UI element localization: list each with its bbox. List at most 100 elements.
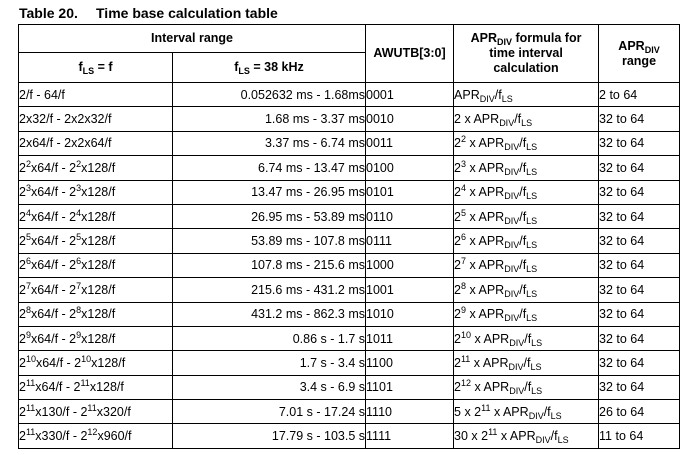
cell-formula: 29 x APRDIV/fLS bbox=[453, 301, 600, 327]
table-row: 29x64/f - 29x128/f 0.86 s - 1.7 s 1011 210 … bbox=[18, 325, 681, 352]
cell-awutb: 1011 bbox=[365, 325, 455, 352]
cell-formula: 26 x APRDIV/fLS bbox=[453, 228, 600, 254]
cell-range: 26 to 64 bbox=[598, 399, 681, 425]
cell-awutb: 1111 bbox=[365, 423, 455, 449]
cell-formula: 2 x APRDIV/fLS bbox=[453, 106, 600, 132]
cell-awutb: 1110 bbox=[365, 399, 455, 425]
cell-interval-f: 2x64/f - 2x2x64/f bbox=[18, 130, 173, 157]
cell-interval-38khz: 6.74 ms - 13.47 ms bbox=[171, 155, 367, 181]
table-row: 211x130/f - 211x320/f 7.01 s - 17.24 s 111… bbox=[18, 399, 681, 425]
cell-range: 2 to 64 bbox=[598, 81, 681, 108]
table-row: 2/f - 64/f 0.052632 ms - 1.68ms 0001 APRDIV… bbox=[18, 81, 681, 108]
cell-interval-f: 22x64/f - 22x128/f bbox=[18, 155, 173, 181]
cell-formula: 210 x APRDIV/fLS bbox=[453, 325, 600, 352]
cell-formula: 24 x APRDIV/fLS bbox=[453, 179, 600, 205]
cell-interval-38khz: 3.4 s - 6.9 s bbox=[171, 374, 367, 401]
cell-interval-38khz: 431.2 ms - 862.3 ms bbox=[171, 301, 367, 327]
cell-interval-f: 28x64/f - 28x128/f bbox=[18, 301, 173, 327]
cell-interval-f: 25x64/f - 25x128/f bbox=[18, 228, 173, 254]
cell-range: 32 to 64 bbox=[598, 130, 681, 157]
cell-awutb: 0011 bbox=[365, 130, 455, 157]
cell-interval-38khz: 53.89 ms - 107.8 ms bbox=[171, 228, 367, 254]
table-row: 25x64/f - 25x128/f 53.89 ms - 107.8 ms 011… bbox=[18, 228, 681, 254]
cell-interval-38khz: 0.052632 ms - 1.68ms bbox=[171, 81, 367, 108]
cell-range: 32 to 64 bbox=[598, 325, 681, 352]
cell-awutb: 0010 bbox=[365, 106, 455, 132]
cell-interval-38khz: 1.68 ms - 3.37 ms bbox=[171, 106, 367, 132]
cell-interval-f: 210x64/f - 210x128/f bbox=[18, 350, 173, 376]
cell-awutb: 1000 bbox=[365, 252, 455, 279]
cell-formula: 23 x APRDIV/fLS bbox=[453, 155, 600, 181]
cell-awutb: 1010 bbox=[365, 301, 455, 327]
table-row: 211x330/f - 212x960/f 17.79 s - 103.5 s 11… bbox=[18, 423, 681, 449]
cell-interval-f: 2/f - 64/f bbox=[18, 81, 173, 108]
cell-formula: 22 x APRDIV/fLS bbox=[453, 130, 600, 157]
table-body: 2/f - 64/f 0.052632 ms - 1.68ms 0001 APRDIV… bbox=[18, 81, 681, 449]
cell-range: 32 to 64 bbox=[598, 301, 681, 327]
cell-range: 32 to 64 bbox=[598, 252, 681, 279]
cell-interval-38khz: 17.79 s - 103.5 s bbox=[171, 423, 367, 449]
time-base-table: Interval range AWUTB[3:0] APRDIV formula… bbox=[17, 24, 681, 449]
cell-formula: 212 x APRDIV/fLS bbox=[453, 374, 600, 401]
header-range: APRDIV range bbox=[598, 24, 681, 83]
cell-interval-38khz: 26.95 ms - 53.89 ms bbox=[171, 203, 367, 230]
cell-range: 32 to 64 bbox=[598, 155, 681, 181]
cell-interval-38khz: 7.01 s - 17.24 s bbox=[171, 399, 367, 425]
cell-interval-38khz: 107.8 ms - 215.6 ms bbox=[171, 252, 367, 279]
cell-range: 32 to 64 bbox=[598, 228, 681, 254]
header-fls-38khz: fLS = 38 kHz bbox=[171, 52, 367, 83]
cell-interval-38khz: 3.37 ms - 6.74 ms bbox=[171, 130, 367, 157]
cell-awutb: 0100 bbox=[365, 155, 455, 181]
cell-formula: 27 x APRDIV/fLS bbox=[453, 252, 600, 279]
cell-awutb: 0101 bbox=[365, 179, 455, 205]
table-row: 210x64/f - 210x128/f 1.7 s - 3.4 s 1100 211… bbox=[18, 350, 681, 376]
cell-formula: 28 x APRDIV/fLS bbox=[453, 277, 600, 303]
cell-range: 32 to 64 bbox=[598, 179, 681, 205]
cell-interval-f: 23x64/f - 23x128/f bbox=[18, 179, 173, 205]
cell-range: 11 to 64 bbox=[598, 423, 681, 449]
cell-interval-38khz: 1.7 s - 3.4 s bbox=[171, 350, 367, 376]
cell-interval-f: 211x64/f - 211x128/f bbox=[18, 374, 173, 401]
cell-range: 32 to 64 bbox=[598, 106, 681, 132]
table-title: Time base calculation table bbox=[96, 5, 278, 21]
cell-formula: 30 x 211 x APRDIV/fLS bbox=[453, 423, 600, 449]
cell-range: 32 to 64 bbox=[598, 277, 681, 303]
cell-formula: 25 x APRDIV/fLS bbox=[453, 203, 600, 230]
table-row: 26x64/f - 26x128/f 107.8 ms - 215.6 ms 100… bbox=[18, 252, 681, 279]
table-row: 22x64/f - 22x128/f 6.74 ms - 13.47 ms 0100… bbox=[18, 155, 681, 181]
table-row: 27x64/f - 27x128/f 215.6 ms - 431.2 ms 100… bbox=[18, 277, 681, 303]
table-caption: Table 20. Time base calculation table bbox=[19, 5, 278, 21]
cell-formula: 5 x 211 x APRDIV/fLS bbox=[453, 399, 600, 425]
table-row: 28x64/f - 28x128/f 431.2 ms - 862.3 ms 101… bbox=[18, 301, 681, 327]
table-row: 211x64/f - 211x128/f 3.4 s - 6.9 s 1101 212… bbox=[18, 374, 681, 401]
cell-interval-f: 29x64/f - 29x128/f bbox=[18, 325, 173, 352]
table-row: 2x32/f - 2x2x32/f 1.68 ms - 3.37 ms 0010 2 … bbox=[18, 106, 681, 132]
cell-awutb: 0110 bbox=[365, 203, 455, 230]
cell-interval-f: 211x330/f - 212x960/f bbox=[18, 423, 173, 449]
cell-interval-f: 211x130/f - 211x320/f bbox=[18, 399, 173, 425]
header-formula: APRDIV formula for time interval calcula… bbox=[453, 24, 600, 83]
cell-range: 32 to 64 bbox=[598, 374, 681, 401]
cell-interval-f: 2x32/f - 2x2x32/f bbox=[18, 106, 173, 132]
cell-interval-38khz: 0.86 s - 1.7 s bbox=[171, 325, 367, 352]
cell-formula: 211 x APRDIV/fLS bbox=[453, 350, 600, 376]
table-row: 24x64/f - 24x128/f 26.95 ms - 53.89 ms 011… bbox=[18, 203, 681, 230]
cell-interval-38khz: 215.6 ms - 431.2 ms bbox=[171, 277, 367, 303]
header-interval-range: Interval range bbox=[17, 24, 367, 53]
cell-interval-f: 27x64/f - 27x128/f bbox=[18, 277, 173, 303]
cell-interval-38khz: 13.47 ms - 26.95 ms bbox=[171, 179, 367, 205]
header-fls-f: fLS = f bbox=[18, 52, 173, 83]
cell-formula: APRDIV/fLS bbox=[453, 81, 600, 108]
cell-awutb: 1001 bbox=[365, 277, 455, 303]
cell-range: 32 to 64 bbox=[598, 350, 681, 376]
header-awutb: AWUTB[3:0] bbox=[365, 24, 455, 83]
cell-interval-f: 26x64/f - 26x128/f bbox=[18, 252, 173, 279]
cell-awutb: 0111 bbox=[365, 228, 455, 254]
cell-awutb: 1101 bbox=[365, 374, 455, 401]
cell-awutb: 1100 bbox=[365, 350, 455, 376]
table-row: 2x64/f - 2x2x64/f 3.37 ms - 6.74 ms 0011 22… bbox=[18, 130, 681, 157]
cell-interval-f: 24x64/f - 24x128/f bbox=[18, 203, 173, 230]
cell-awutb: 0001 bbox=[365, 81, 455, 108]
table-row: 23x64/f - 23x128/f 13.47 ms - 26.95 ms 010… bbox=[18, 179, 681, 205]
cell-range: 32 to 64 bbox=[598, 203, 681, 230]
